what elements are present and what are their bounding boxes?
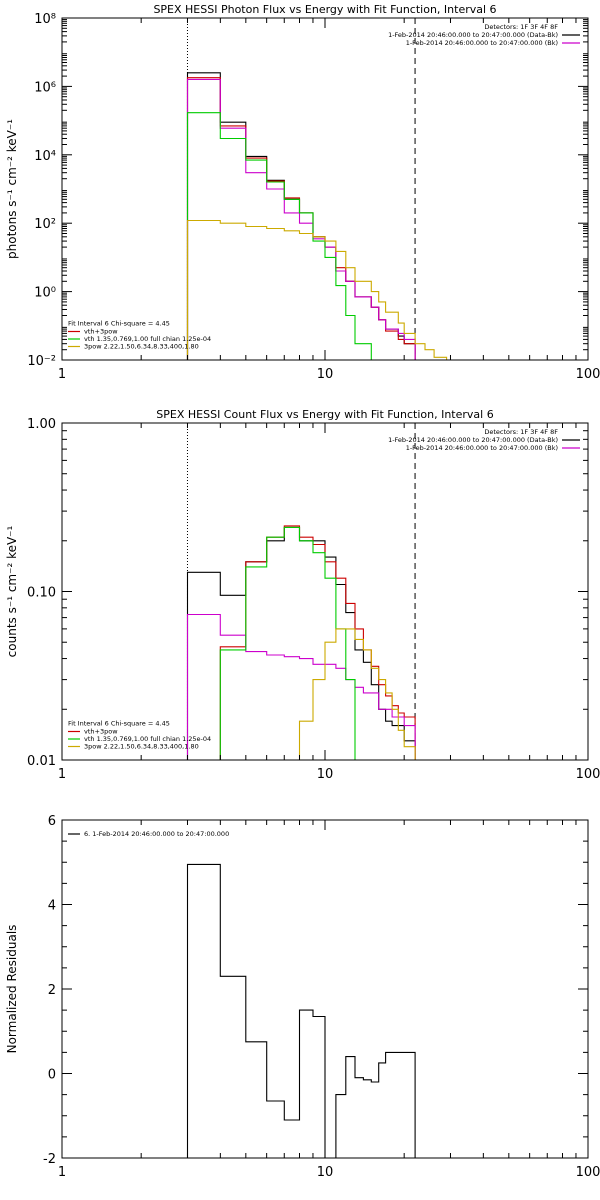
y-axis-label: photons s⁻¹ cm⁻² keV⁻¹: [5, 119, 19, 259]
info-line: Detectors: 1F 3F 4F 8F: [484, 428, 558, 436]
x-tick-label: 1: [58, 1165, 66, 1180]
info-line: 1-Feb-2014 20:46:00.000 to 20:47:00.000 …: [388, 436, 558, 444]
y-tick-label: 10²: [34, 217, 56, 232]
legend-label: vth+3pow: [84, 728, 118, 736]
y-tick-label: 10⁴: [34, 149, 56, 164]
x-tick-label: 10: [317, 1165, 334, 1180]
chart-title: SPEX HESSI Count Flux vs Energy with Fit…: [156, 408, 493, 421]
series-line-data-bk: [186, 526, 416, 760]
y-axis-label: Normalized Residuals: [5, 925, 19, 1054]
info-line: Detectors: 1F 3F 4F 8F: [484, 23, 558, 31]
legend-label: vth 1.35,0.769,1.00 full chian 1.25e-04: [84, 335, 211, 343]
legend-label: vth 1.35,0.769,1.00 full chian 1.25e-04: [84, 735, 211, 743]
y-tick-label: 2: [48, 983, 56, 998]
x-tick-label: 100: [576, 367, 600, 382]
plot-area: [186, 18, 458, 360]
y-tick-label: 1.00: [27, 417, 56, 432]
plot-area: [186, 423, 416, 760]
x-tick-label: 1: [58, 767, 66, 782]
plot-frame: [61, 422, 589, 761]
x-tick-label: 1: [58, 367, 66, 382]
series-line-vth-3pow: [186, 77, 425, 360]
legend-label: 3pow 2.22,1.50,6.34,8.33,400,1.80: [84, 343, 199, 351]
series-line-3pow: [186, 219, 458, 360]
info-line: 1-Feb-2014 20:46:00.000 to 20:47:00.000 …: [406, 444, 558, 452]
y-tick-label: 10⁸: [34, 12, 56, 27]
series-line-residuals: [186, 863, 416, 1158]
y-tick-label: 10⁰: [34, 286, 56, 301]
y-tick-label: 6: [48, 814, 56, 829]
y-tick-label: 0.10: [27, 586, 56, 601]
legend-label: 3pow 2.22,1.50,6.34,8.33,400,1.80: [84, 743, 199, 751]
legend-label: vth+3pow: [84, 328, 118, 336]
y-tick-label: 0: [48, 1068, 56, 1083]
legend-title: Fit Interval 6 Chi-square = 4.45: [68, 320, 170, 328]
chart-title: SPEX HESSI Photon Flux vs Energy with Fi…: [153, 3, 496, 16]
series-line-vth-3pow: [219, 525, 416, 760]
y-tick-label: 10⁻²: [27, 354, 56, 369]
x-tick-label: 10: [317, 767, 334, 782]
legend-label: 6. 1-Feb-2014 20:46:00.000 to 20:47:00.0…: [84, 830, 229, 838]
x-tick-label: 100: [576, 1165, 600, 1180]
x-tick-label: 100: [576, 767, 600, 782]
chart-panel-1: SPEX HESSI Photon Flux vs Energy with Fi…: [5, 3, 600, 382]
y-tick-label: 10⁶: [34, 80, 56, 95]
info-line: 1-Feb-2014 20:46:00.000 to 20:47:00.000 …: [388, 31, 558, 39]
series-line-vth: [186, 112, 379, 360]
series-line-3pow: [298, 628, 416, 760]
plot-area: [186, 863, 416, 1158]
series-line-data-bk: [186, 72, 425, 360]
series-line-bk: [186, 78, 416, 360]
info-line: 1-Feb-2014 20:46:00.000 to 20:47:00.000 …: [406, 39, 558, 47]
series-line-bk: [186, 613, 416, 760]
x-tick-label: 10: [317, 367, 334, 382]
legend-title: Fit Interval 6 Chi-square = 4.45: [68, 720, 170, 728]
plot-frame: [61, 17, 589, 361]
y-tick-label: 0.01: [27, 754, 56, 769]
y-axis-label: counts s⁻¹ cm⁻² keV⁻¹: [5, 525, 19, 657]
y-tick-label: 4: [48, 899, 56, 914]
chart-panel-3: Normalized Residuals 1 10 100 -2 0 2 4 6 6. 1-Feb…: [5, 814, 600, 1180]
chart-panel-2: SPEX HESSI Count Flux vs Energy with Fit…: [5, 408, 600, 782]
y-tick-label: -2: [43, 1152, 56, 1167]
